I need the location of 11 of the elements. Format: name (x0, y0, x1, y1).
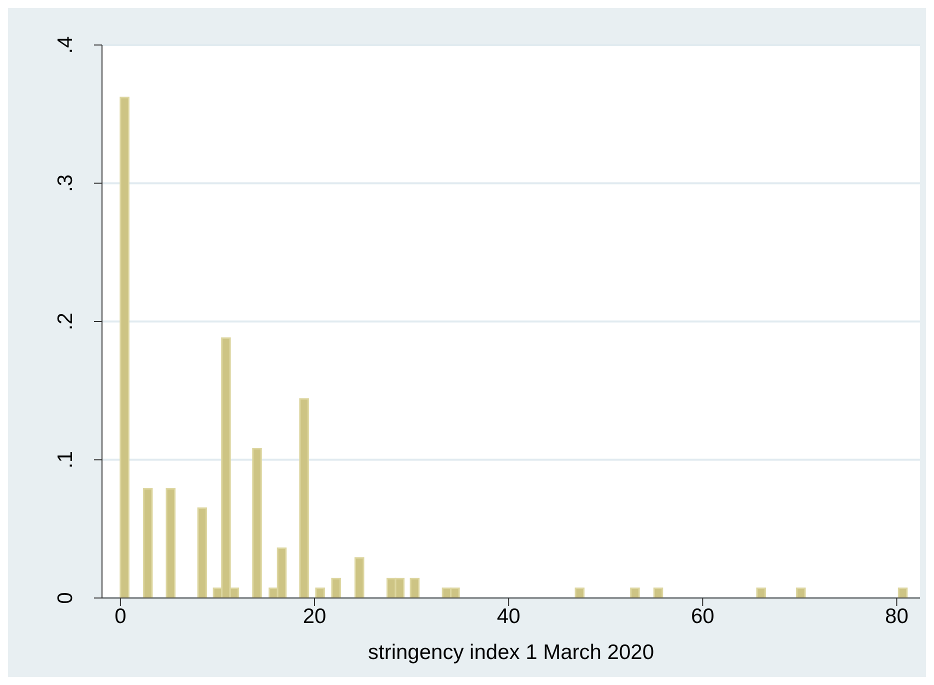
y-tick-label: .4 (54, 36, 77, 54)
y-tick-label: .2 (54, 312, 77, 330)
y-tick-label: 0 (54, 592, 77, 604)
x-tick-label: 20 (302, 604, 326, 628)
x-tick-label: 40 (496, 604, 520, 628)
y-tick-label: .3 (54, 174, 77, 192)
x-tick-label: 60 (690, 604, 714, 628)
x-axis-title: stringency index 1 March 2020 (368, 641, 654, 664)
x-tick-label: 80 (885, 604, 908, 628)
y-tick-label: .1 (54, 450, 77, 469)
x-tick-label: 0 (114, 604, 126, 628)
